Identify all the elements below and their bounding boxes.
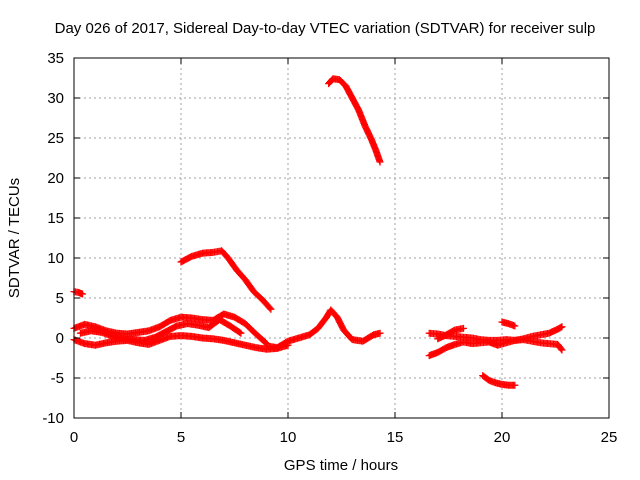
data-point [511,322,519,330]
data-point [511,381,519,389]
series-arc-g [263,306,384,352]
series-arc-i [425,336,566,360]
data-points [70,75,566,389]
x-tick-label: 25 [601,429,618,446]
y-axis-label: SDTVAR / TECUs [6,178,23,298]
y-tick-label: 20 [47,170,64,187]
y-tick-label: 10 [47,250,64,267]
y-tick-label: 35 [47,50,64,67]
series-arc-c [325,75,384,166]
y-tick-label: 25 [47,130,64,147]
gridlines [74,58,609,418]
plot-frame [73,57,610,419]
x-axis-label: GPS time / hours [284,457,398,474]
y-tick-label: 15 [47,210,64,227]
data-point [237,329,245,337]
data-point [267,305,275,313]
tick-labels: 0 5 10 15 20 25 -10 -5 0 5 10 15 20 25 30 35 [42,50,617,446]
data-point [266,304,274,312]
x-tick-label: 20 [494,429,511,446]
series-arc-f [76,316,245,344]
data-point [79,290,87,298]
data-point [558,346,566,354]
x-tick-label: 0 [70,429,78,446]
y-tick-label: 5 [56,290,64,307]
y-tick-label: 30 [47,90,64,107]
data-point [459,324,467,332]
data-point [557,345,565,353]
series-arc-j [434,324,467,343]
series-arc-k [498,318,519,330]
data-point [262,339,270,347]
x-tick-label: 15 [387,429,404,446]
series-arc-d [70,310,271,348]
series-arc-l [479,372,519,389]
axis-ticks [73,57,610,419]
chart-title: Day 026 of 2017, Sidereal Day-to-day VTE… [55,20,596,37]
x-tick-label: 10 [280,429,297,446]
data-point [558,323,566,331]
x-tick-label: 5 [177,429,185,446]
data-point [376,158,384,166]
y-tick-label: 0 [56,330,64,347]
series-arc-b [177,247,275,313]
data-point [376,329,384,337]
y-tick-label: -5 [51,370,64,387]
data-point [236,328,244,336]
series-arc-a [70,288,87,298]
y-tick-label: -10 [42,410,64,427]
